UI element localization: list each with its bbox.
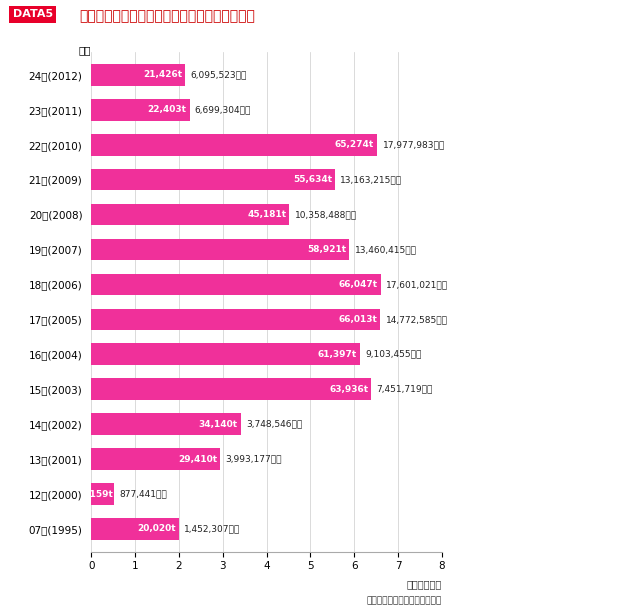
Text: 66,047t: 66,047t — [338, 280, 377, 289]
Bar — [91, 518, 179, 540]
Bar — [91, 169, 335, 191]
Bar — [91, 448, 220, 470]
Bar — [91, 378, 372, 400]
Text: 6,699,304千円: 6,699,304千円 — [195, 105, 251, 114]
Text: 29,410t: 29,410t — [178, 455, 217, 463]
Text: 3,993,177千円: 3,993,177千円 — [225, 455, 282, 463]
Text: 13,163,215千円: 13,163,215千円 — [340, 175, 403, 184]
Text: 63,936t: 63,936t — [329, 385, 369, 394]
Bar — [91, 273, 380, 295]
Text: 単位：万トン: 単位：万トン — [406, 579, 442, 589]
Text: 21,426t: 21,426t — [143, 70, 182, 79]
Bar — [91, 64, 186, 86]
Bar — [91, 343, 360, 365]
Text: 17,601,021千円: 17,601,021千円 — [386, 280, 448, 289]
Text: 日本のサケマス類の輸出の推移（数量と金額）: 日本のサケマス類の輸出の推移（数量と金額） — [79, 9, 255, 23]
Text: 5,159t: 5,159t — [80, 490, 113, 498]
Text: 3,748,546千円: 3,748,546千円 — [246, 420, 302, 428]
Text: 877,441千円: 877,441千円 — [119, 490, 167, 498]
Text: 55,634t: 55,634t — [293, 175, 332, 184]
Text: 58,921t: 58,921t — [307, 245, 346, 254]
Text: 45,181t: 45,181t — [247, 210, 286, 219]
Text: 20,020t: 20,020t — [138, 525, 176, 533]
Text: 61,397t: 61,397t — [318, 350, 357, 359]
Text: 34,140t: 34,140t — [199, 420, 238, 428]
Text: 13,460,415千円: 13,460,415千円 — [355, 245, 416, 254]
Text: 7,451,719千円: 7,451,719千円 — [377, 385, 433, 394]
Bar — [91, 238, 350, 261]
Text: 10,358,488千円: 10,358,488千円 — [295, 210, 357, 219]
Bar — [91, 204, 289, 226]
Text: 6,095,523千円: 6,095,523千円 — [191, 70, 247, 79]
Text: 17,977,983千円: 17,977,983千円 — [382, 140, 445, 149]
Bar — [91, 308, 380, 330]
Text: DATA5: DATA5 — [13, 9, 53, 19]
Text: 1,452,307千円: 1,452,307千円 — [184, 525, 240, 533]
Text: 65,274t: 65,274t — [335, 140, 374, 149]
Bar — [91, 413, 241, 435]
Bar — [91, 134, 377, 156]
Text: 9,103,455千円: 9,103,455千円 — [365, 350, 422, 359]
Text: 14,772,585千円: 14,772,585千円 — [386, 315, 448, 324]
Text: 平成: 平成 — [78, 45, 91, 56]
Text: （資料）財務省の貿易統計より: （資料）財務省の貿易統計より — [367, 596, 442, 606]
Text: 66,013t: 66,013t — [339, 315, 377, 324]
Text: 22,403t: 22,403t — [148, 105, 187, 114]
Bar — [91, 99, 189, 121]
Bar — [91, 483, 114, 505]
